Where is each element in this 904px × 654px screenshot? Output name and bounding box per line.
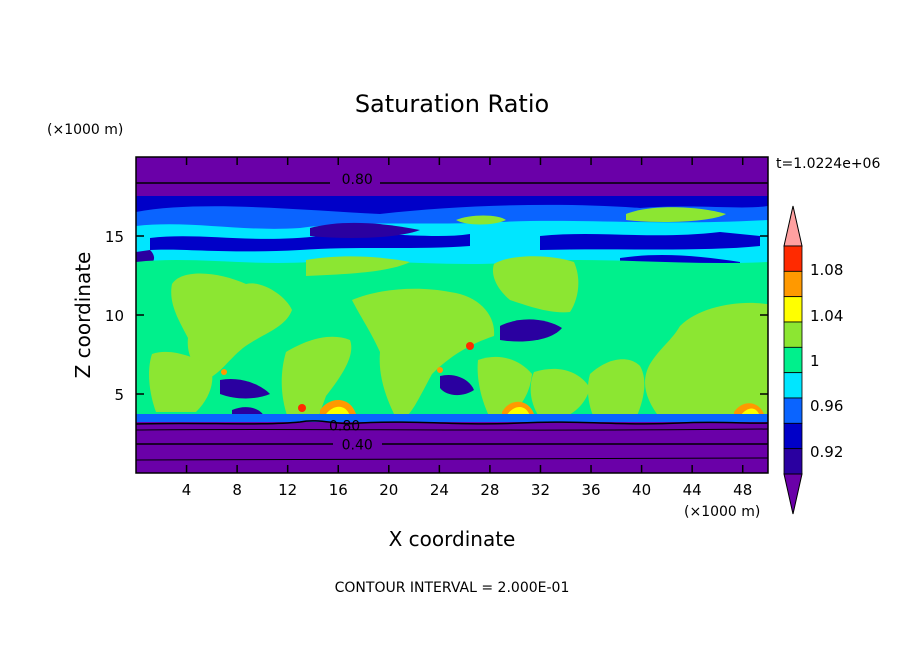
x-tick-label: 44	[683, 481, 702, 499]
patch-upper-dark-1	[150, 234, 470, 252]
colorbar-swatch	[783, 245, 803, 272]
x-tick-label: 36	[581, 481, 600, 499]
hot-spot-2	[298, 404, 306, 412]
colorbar-swatch	[783, 397, 803, 424]
cloud-6	[492, 256, 579, 313]
hot-spot-4	[437, 367, 443, 373]
y-axis-label: Z coordinate	[71, 252, 95, 379]
x-tick-label: 20	[379, 481, 398, 499]
patch-upper-lime-1	[626, 207, 726, 222]
pocket-2	[220, 378, 270, 399]
time-label: t=1.0224e+06	[776, 156, 880, 172]
x-tick-label: 48	[733, 481, 752, 499]
cloud-10	[645, 302, 768, 418]
contour-label: 0.80	[329, 419, 360, 435]
y-tick-label: 10	[105, 307, 124, 325]
colorbar-label: 0.96	[810, 397, 843, 415]
colorbar-swatch	[783, 346, 803, 374]
contour-line-080	[136, 420, 768, 425]
hot-spot-3	[221, 369, 227, 375]
colorbar-label: 0.92	[810, 443, 843, 461]
cloud-3	[306, 256, 410, 276]
x-tick-label: 32	[531, 481, 550, 499]
pocket-3	[440, 374, 474, 396]
colorbar-label: 1	[810, 352, 820, 370]
x-axis-label: X coordinate	[389, 527, 516, 551]
y-unit-label: (×1000 m)	[47, 122, 123, 138]
pocket-1	[500, 319, 562, 342]
chart-title: Saturation Ratio	[355, 90, 549, 118]
colorbar-swatch	[783, 270, 803, 298]
colorbar-swatch	[783, 448, 803, 475]
cloud-1	[171, 273, 292, 378]
x-tick-label: 28	[480, 481, 499, 499]
hot-1-core	[326, 406, 350, 416]
x-tick-label: 12	[278, 481, 297, 499]
x-tick-label: 40	[632, 481, 651, 499]
band-lower-sky	[136, 414, 768, 424]
contour-line-020	[136, 457, 768, 461]
contour-field	[136, 157, 768, 473]
x-tick-label: 16	[329, 481, 348, 499]
cloud-4	[352, 288, 495, 418]
patch-upper-dark-2	[540, 232, 760, 250]
cloud-8	[530, 368, 590, 418]
y-tick-label: 15	[105, 228, 124, 246]
y-tick-label: 5	[114, 386, 124, 404]
patch-upper-lime-2	[456, 215, 506, 225]
band-lower-purple	[136, 422, 768, 473]
cloud-2	[149, 351, 213, 412]
colorbar-top-arrow	[783, 205, 803, 247]
contour-labels: 0.80 0.80 0.40	[329, 172, 373, 453]
colorbar-swatch	[783, 372, 803, 399]
colorbar-label: 1.04	[810, 307, 843, 325]
patch-upper-navy	[310, 222, 420, 238]
colorbar-bottom-arrow	[783, 473, 803, 515]
x-tick-label: 4	[182, 481, 192, 499]
cloud-5	[281, 336, 352, 418]
x-unit-label: (×1000 m)	[684, 504, 760, 520]
hot-spot-1	[466, 342, 474, 350]
hot-2-core	[506, 407, 530, 416]
contour-label: 0.40	[342, 438, 373, 454]
contour-label: 0.80	[342, 172, 373, 188]
colorbar: 0.92 0.96 1 1.04 1.08	[783, 205, 843, 515]
x-tick-label: 8	[232, 481, 242, 499]
x-tick-label: 24	[430, 481, 449, 499]
colorbar-swatch	[783, 422, 803, 450]
footer-note: CONTOUR INTERVAL = 2.000E-01	[335, 580, 570, 596]
cloud-9	[587, 359, 645, 418]
colorbar-swatch	[783, 296, 803, 323]
contour-line-060	[136, 428, 768, 431]
colorbar-label: 1.08	[810, 261, 843, 279]
colorbar-swatch	[783, 321, 803, 348]
